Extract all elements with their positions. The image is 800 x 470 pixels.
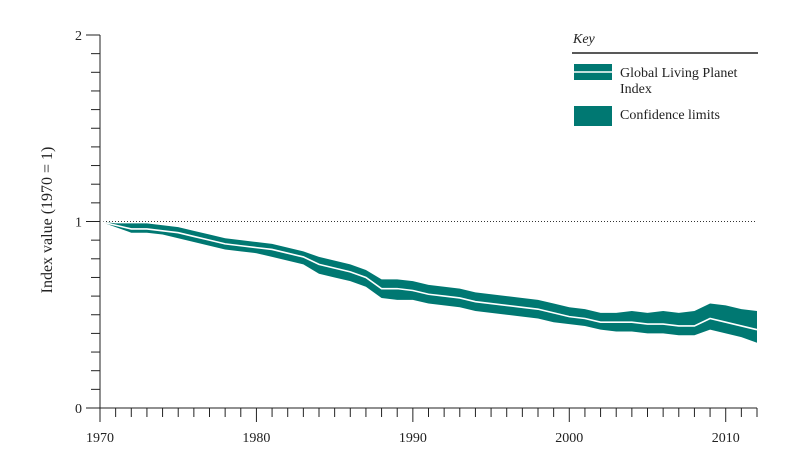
x-tick-label: 1980 xyxy=(242,431,270,446)
legend-entry-confidence: Confidence limits xyxy=(574,106,720,126)
legend-label-index: Global Living Planet Index xyxy=(620,66,741,97)
tick-marks xyxy=(86,34,758,422)
y-tick-label: 1 xyxy=(75,216,82,231)
legend-label-index-line1: Global Living Planet xyxy=(620,66,738,81)
legend-label-index-line2: Index xyxy=(620,82,652,97)
legend-label-confidence: Confidence limits xyxy=(620,108,720,123)
index-line xyxy=(99,220,758,331)
confidence-band xyxy=(100,221,757,343)
legend-swatch-confidence xyxy=(574,106,612,126)
x-tick-label: 2000 xyxy=(555,431,583,446)
x-tick-label: 1990 xyxy=(399,431,427,446)
legend-title: Key xyxy=(572,32,596,47)
y-tick-label: 0 xyxy=(75,402,82,417)
legend-entry-index: Global Living Planet Index xyxy=(574,64,741,97)
legend: Key Global Living Planet Index Confidenc… xyxy=(572,32,758,126)
x-tick-label: 2010 xyxy=(712,431,740,446)
tick-labels: 0 1 2 1970 1980 1990 2000 2010 xyxy=(75,29,740,446)
x-tick-label: 1970 xyxy=(86,431,114,446)
y-tick-label: 2 xyxy=(75,29,82,44)
y-axis-label: Index value (1970 = 1) xyxy=(39,147,56,294)
